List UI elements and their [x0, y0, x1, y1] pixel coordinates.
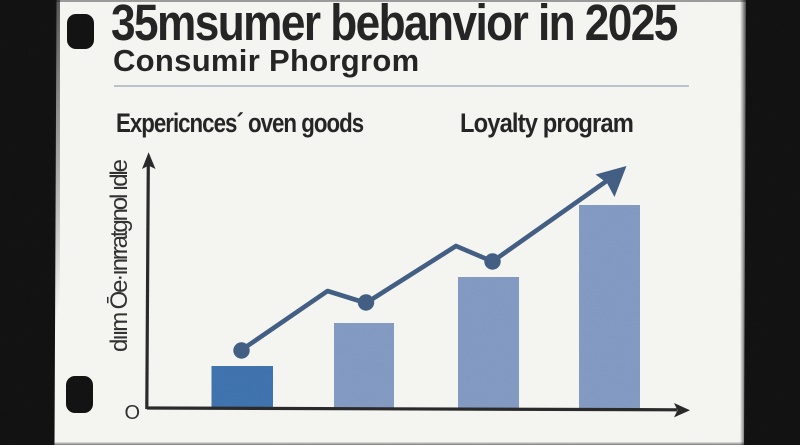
svg-text:O: O	[125, 402, 141, 424]
svg-text:dıım Ōe·ınrratgnol ıdle: dıım Ōe·ınrratgnol ıdle	[106, 159, 133, 352]
